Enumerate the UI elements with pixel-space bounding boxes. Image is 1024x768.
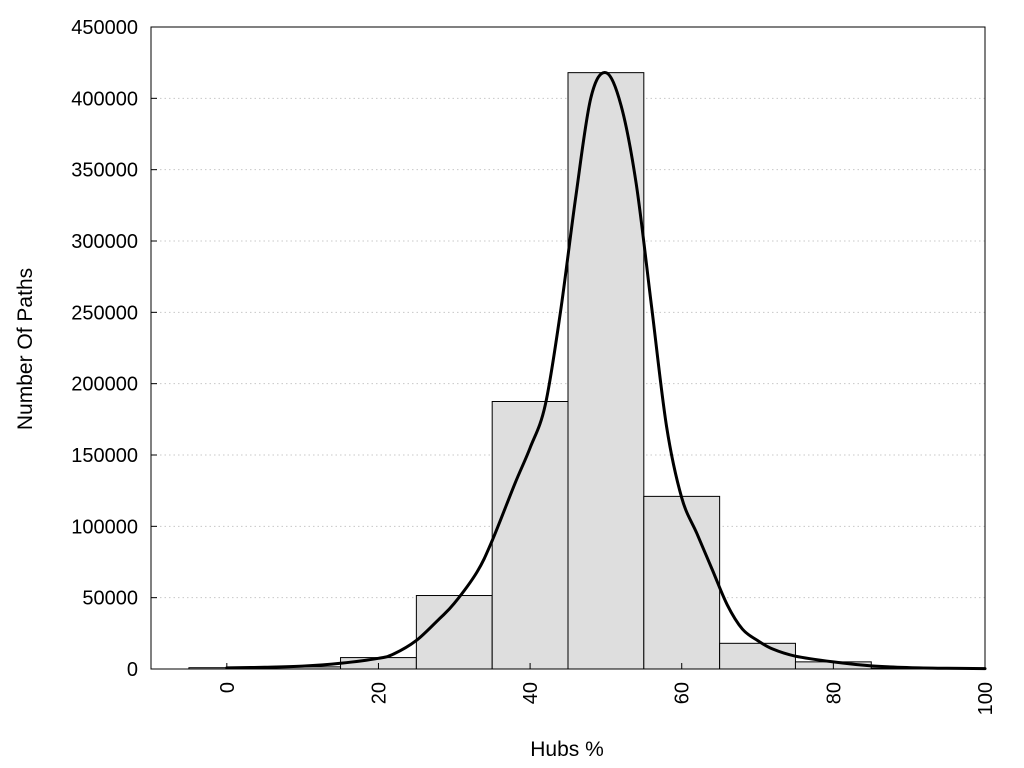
histogram-bar: [719, 642, 796, 670]
histogram-bar: [643, 495, 721, 670]
y-tick-label: 50000: [82, 588, 138, 610]
x-tick-label: 100: [975, 682, 997, 715]
x-tick-label: 80: [823, 682, 845, 704]
plot-frame: [150, 26, 986, 670]
y-tick-label: 100000: [71, 516, 138, 538]
x-tick-label: 40: [520, 682, 542, 704]
x-tick-label: 20: [368, 682, 390, 704]
x-axis: 0 20 40 60 80 100: [217, 663, 997, 715]
x-axis-label: Hubs %: [530, 738, 604, 761]
histogram-bars: [188, 72, 948, 670]
y-tick-label: 400000: [71, 88, 138, 110]
density-curve: [225, 71, 987, 671]
x-tick-label: 60: [672, 682, 694, 704]
y-axis: 0 50000 100000 150000 200000 250000 300000 3500…: [71, 17, 157, 681]
histogram-bar: [415, 595, 493, 670]
y-tick-label: 300000: [71, 231, 138, 253]
y-tick-label: 250000: [71, 302, 138, 324]
density-curve-line: [225, 71, 987, 671]
histogram-bar: [491, 401, 569, 670]
y-tick-label: 200000: [71, 374, 138, 396]
y-tick-label: 150000: [71, 445, 138, 467]
y-tick-label: 0: [127, 659, 138, 681]
y-axis-label: Number Of Paths: [14, 268, 37, 430]
y-tick-label: 350000: [71, 160, 138, 182]
y-tick-label: 450000: [71, 17, 138, 39]
x-tick-label: 0: [217, 682, 239, 693]
